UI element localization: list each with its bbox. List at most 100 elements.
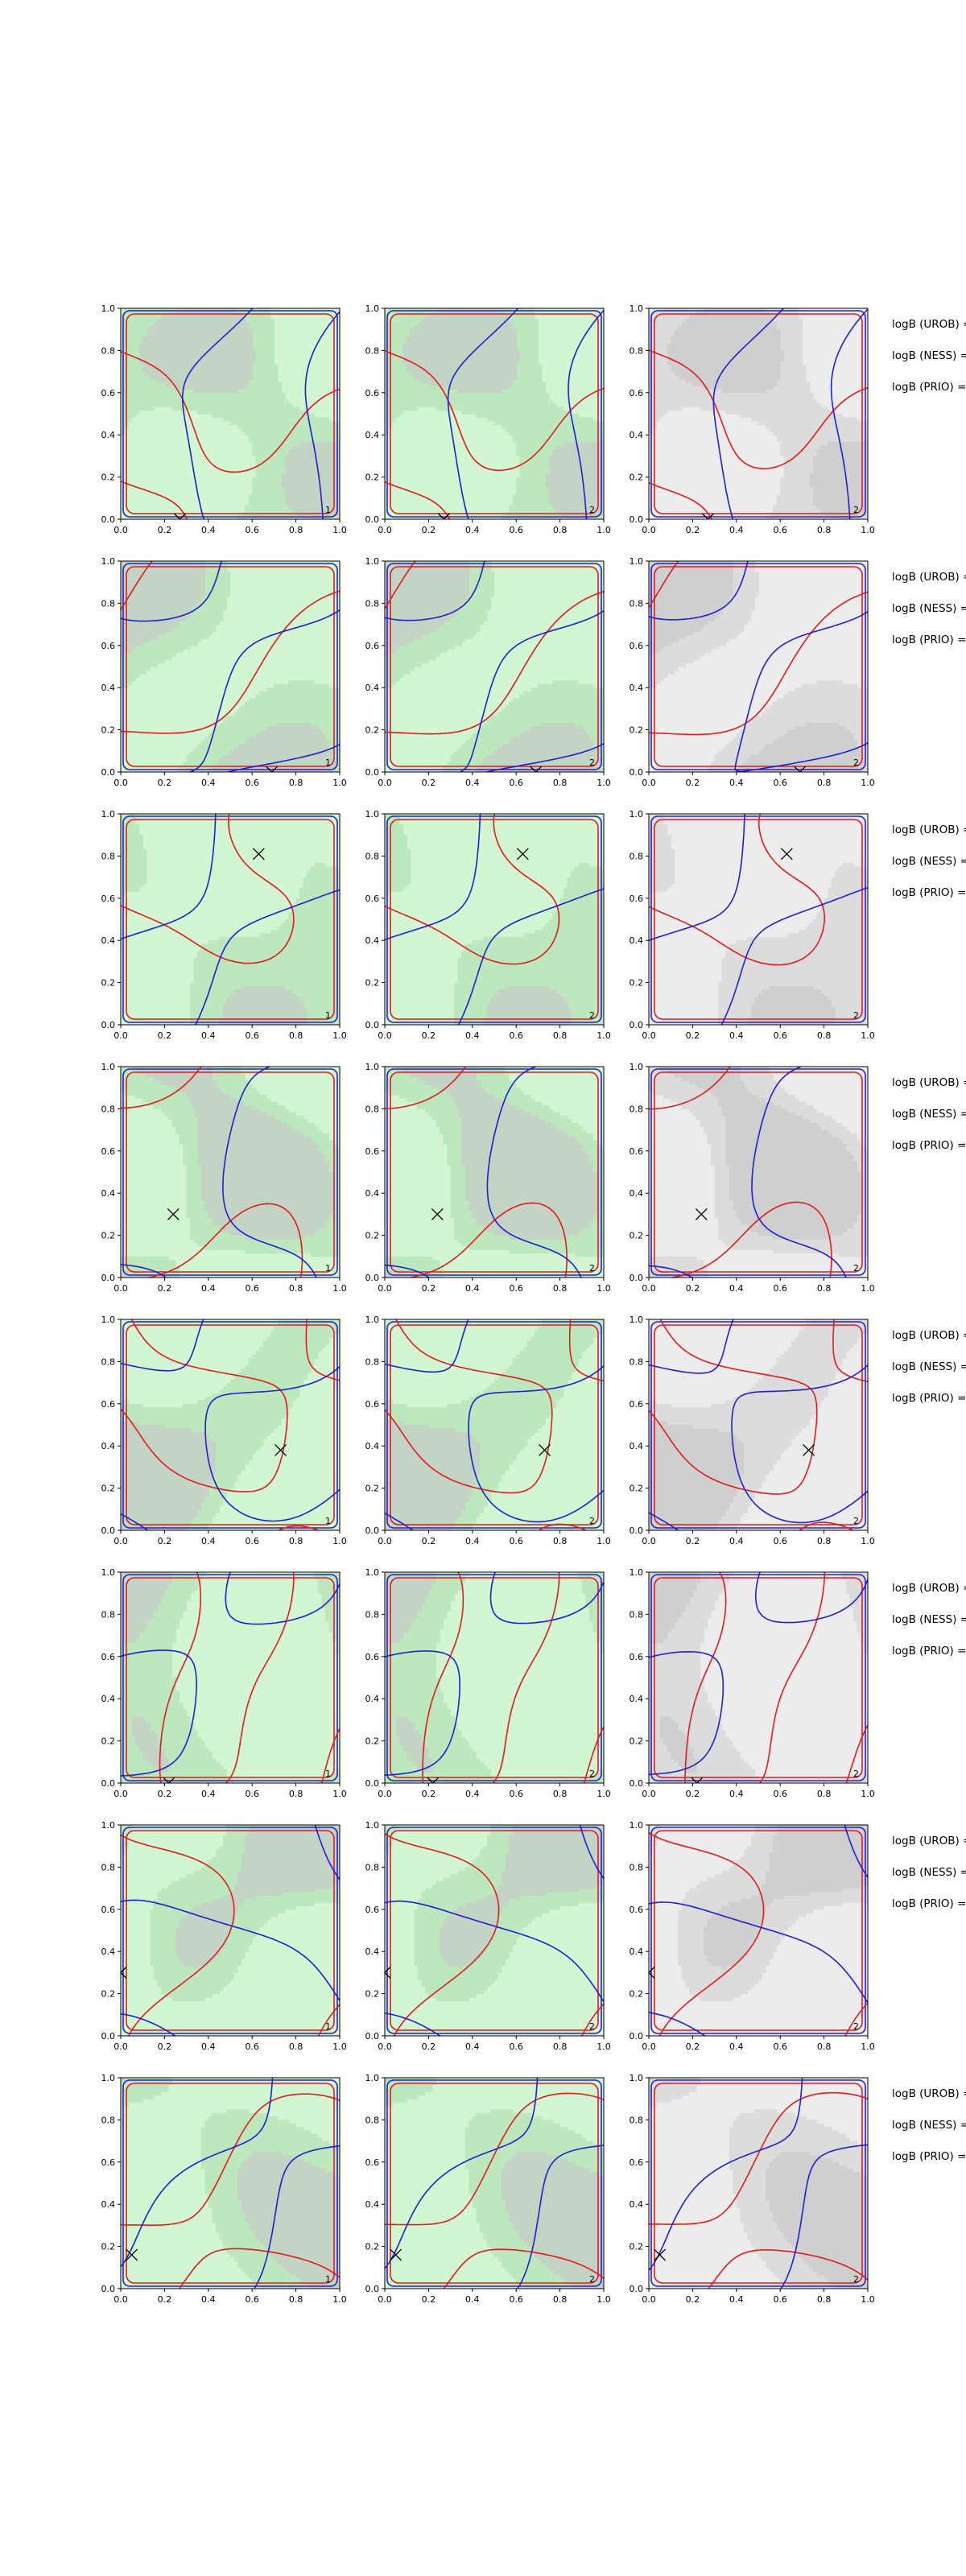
y-tick-label: 1.0	[365, 1315, 380, 1325]
x-tick-label: 0.8	[817, 1536, 832, 1546]
y-tick-label: 0.6	[365, 1652, 380, 1662]
y-tick-label: 0.6	[365, 1146, 380, 1157]
x-tick-label: 0.8	[553, 2041, 568, 2052]
y-tick-label: 1.0	[101, 1567, 116, 1578]
y-tick-label: 0.8	[365, 851, 380, 861]
x-tick-label: 0.6	[509, 778, 523, 788]
y-tick-label: 0.2	[101, 978, 116, 989]
x-tick-label: 0.8	[817, 525, 832, 535]
x-tick-label: 0.2	[158, 2041, 172, 2052]
y-tick-label: 0.0	[101, 1778, 116, 1789]
x-tick-label: 0.6	[245, 1536, 259, 1546]
y-tick-label: 0.0	[365, 2284, 380, 2294]
y-tick-label: 0.8	[101, 1862, 116, 1872]
x-tick-label: 1.0	[861, 525, 875, 535]
x-tick-label: 0.4	[465, 778, 480, 788]
y-tick-label: 0.0	[630, 2031, 644, 2041]
x-tick-label: 0.4	[465, 2041, 480, 2052]
y-tick-label: 0.6	[101, 388, 116, 398]
y-tick-label: 1.0	[630, 1315, 644, 1325]
y-tick-label: 0.4	[365, 1188, 380, 1199]
x-tick-label: 0.2	[422, 1789, 436, 1799]
contour-area	[385, 814, 605, 1026]
x-tick-label: 0.2	[422, 2041, 436, 2052]
y-tick-label: 0.6	[365, 2157, 380, 2168]
y-tick-label: 0.8	[101, 1104, 116, 1114]
x-tick-label: 0.2	[158, 1030, 172, 1041]
panel-number: 1	[325, 2274, 331, 2285]
x-tick-label: 0.4	[729, 1030, 744, 1041]
x-tick-label: 0.6	[245, 525, 259, 535]
y-tick-label: 0.6	[101, 1652, 116, 1662]
x-tick-label: 0.4	[201, 1283, 216, 1294]
x-tick-label: 0.0	[378, 2294, 392, 2305]
contour-area	[121, 561, 341, 778]
x-tick-label: 0.6	[773, 2041, 787, 2052]
x-tick-label: 0.8	[553, 1536, 568, 1546]
x-tick-label: 0.0	[114, 525, 128, 535]
x-tick-label: 0.0	[642, 1030, 656, 1041]
panel-r6-c1: 10.00.00.20.20.40.40.60.60.80.81.01.0	[101, 1567, 347, 1799]
x-tick-label: 0.2	[686, 1536, 700, 1546]
x-tick-label: 0.0	[114, 1536, 128, 1546]
legend-label: logB (UROB) =	[892, 318, 966, 331]
panel-r5-c2: 20.00.00.20.20.40.40.60.60.80.81.01.0	[365, 1315, 611, 1546]
y-tick-label: 0.0	[630, 1778, 644, 1789]
y-tick-label: 0.8	[630, 2115, 644, 2125]
panel-r8-c3: 20.00.00.20.20.40.40.60.60.80.81.01.0	[630, 2073, 875, 2305]
x-tick-label: 0.8	[817, 778, 832, 788]
y-tick-label: 0.8	[365, 1104, 380, 1114]
x-tick-label: 1.0	[332, 525, 347, 535]
y-tick-label: 0.6	[365, 894, 380, 904]
y-tick-label: 0.4	[630, 430, 644, 440]
y-tick-label: 0.8	[630, 1104, 644, 1114]
x-tick-label: 0.0	[378, 778, 392, 788]
legend-label: logB (UROB) =	[892, 1582, 966, 1595]
panel-number: 2	[853, 758, 859, 768]
x-tick-label: 0.2	[158, 1283, 172, 1294]
x-tick-label: 0.4	[201, 1536, 216, 1546]
y-tick-label: 0.4	[365, 935, 380, 946]
y-tick-label: 0.8	[630, 1609, 644, 1620]
contour-area	[385, 1572, 605, 1789]
y-tick-label: 0.6	[101, 1146, 116, 1157]
contour-area	[379, 1825, 605, 2036]
panel-r4-c1: 10.00.00.20.20.40.40.60.60.80.81.01.0	[101, 1062, 347, 1294]
x-tick-label: 0.2	[686, 1789, 700, 1799]
y-tick-label: 0.6	[630, 1146, 644, 1157]
x-tick-label: 0.6	[773, 778, 787, 788]
panel-number: 2	[589, 2274, 595, 2285]
y-tick-label: 0.6	[630, 2157, 644, 2168]
y-tick-label: 0.4	[101, 1946, 116, 1957]
panel-r7-c1: 10.00.00.20.20.40.40.60.60.80.81.01.0	[101, 1820, 347, 2052]
legend-label: logB (UROB) =	[892, 824, 966, 836]
contour-area	[385, 1319, 605, 1531]
y-tick-label: 0.8	[365, 1356, 380, 1367]
x-tick-label: 0.4	[729, 1536, 744, 1546]
x-tick-label: 0.4	[729, 778, 744, 788]
x-tick-label: 0.8	[289, 2041, 303, 2052]
x-tick-label: 1.0	[597, 1030, 611, 1041]
legend-label: logB (PRIO) =	[892, 1897, 966, 1910]
y-tick-label: 0.2	[365, 978, 380, 989]
legend-label: logB (NESS) =	[892, 602, 966, 615]
x-tick-label: 0.4	[729, 2041, 744, 2052]
y-tick-label: 0.2	[365, 1989, 380, 2000]
x-tick-label: 0.0	[642, 525, 656, 535]
panel-number: 2	[853, 1010, 859, 1021]
legend-label: logB (NESS) =	[892, 349, 966, 362]
y-tick-label: 1.0	[101, 1820, 116, 1831]
y-tick-label: 1.0	[365, 1567, 380, 1578]
x-tick-label: 1.0	[861, 2041, 875, 2052]
x-tick-label: 0.0	[378, 1283, 392, 1294]
x-tick-label: 0.2	[686, 525, 700, 535]
x-tick-label: 0.4	[201, 1789, 216, 1799]
y-tick-label: 0.2	[365, 473, 380, 483]
y-tick-label: 0.0	[101, 1020, 116, 1030]
x-tick-label: 0.0	[642, 778, 656, 788]
legend-label: logB (UROB) =	[892, 1835, 966, 1847]
y-tick-label: 0.2	[630, 1989, 644, 2000]
y-tick-label: 0.0	[630, 1020, 644, 1030]
x-tick-label: 0.0	[642, 1283, 656, 1294]
